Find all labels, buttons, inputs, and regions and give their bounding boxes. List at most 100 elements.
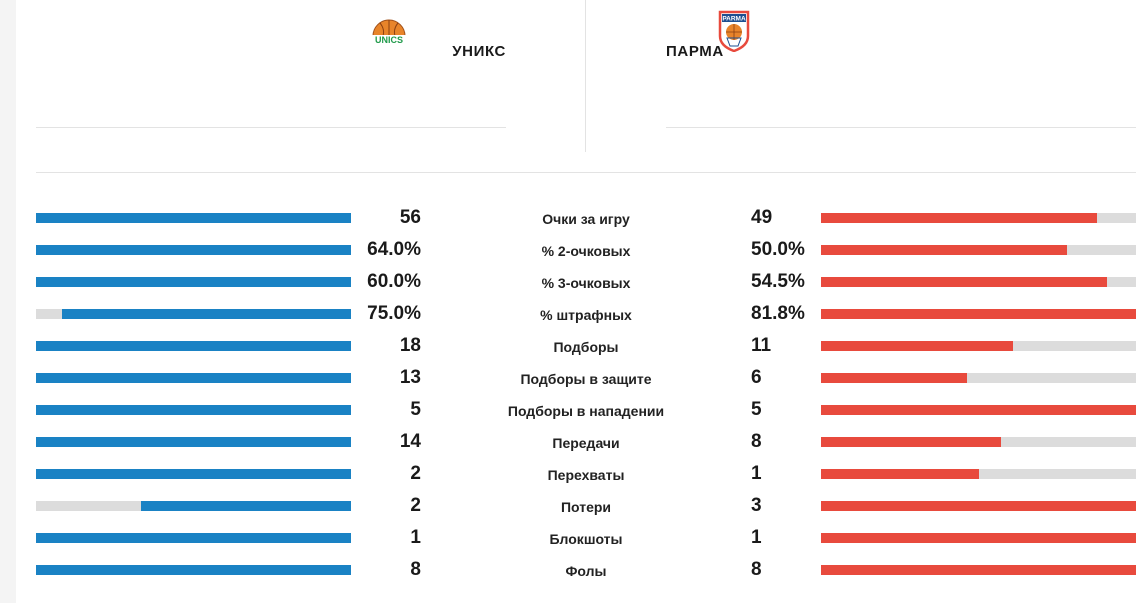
home-stat-bar-fill (36, 245, 351, 255)
home-stat-bar (36, 341, 351, 351)
away-stat-value: 8 (751, 559, 762, 580)
stat-label: % 3-очковых (541, 275, 631, 291)
home-stat-bar-fill (36, 437, 351, 447)
away-stat-bar-fill (821, 469, 979, 479)
home-stat-value: 1 (410, 527, 421, 548)
away-stat-bar-fill (821, 245, 1067, 255)
header-bottom-divider (36, 172, 1136, 173)
away-stat-bar (821, 469, 1136, 479)
team-away-header: ПАРМА (666, 0, 1136, 128)
stat-row: 75.0% % штрафных 81.8% (0, 298, 1144, 330)
away-stat-bar-fill (821, 533, 1136, 543)
away-stat-value: 8 (751, 431, 762, 452)
home-stat-bar-fill (36, 469, 351, 479)
home-stat-bar-fill (36, 277, 351, 287)
away-stat-bar (821, 277, 1136, 287)
page-gutter (0, 0, 16, 603)
home-stat-bar (36, 309, 351, 319)
away-stat-value: 3 (751, 495, 762, 516)
parma-logo-text: PARMA (722, 16, 746, 23)
stat-row: 14 Передачи 8 (0, 426, 1144, 458)
home-stat-bar-fill (36, 213, 351, 223)
stat-label: Очки за игру (542, 211, 630, 227)
home-stat-bar (36, 373, 351, 383)
away-stat-value: 1 (751, 463, 762, 484)
team-away-name[interactable]: ПАРМА (666, 43, 724, 60)
stat-row: 64.0% % 2-очковых 50.0% (0, 234, 1144, 266)
stat-row: 2 Перехваты 1 (0, 458, 1144, 490)
stats-comparison: 56 Очки за игру 49 64.0%% 2-очковых 50.0% 60.… (0, 202, 1144, 586)
stat-label: Передачи (552, 435, 620, 451)
home-stat-bar-fill (140, 501, 351, 511)
home-stat-bar (36, 245, 351, 255)
away-stat-bar-fill (821, 341, 1014, 351)
home-stat-bar-fill (36, 341, 351, 351)
home-stat-value: 18 (399, 335, 421, 356)
stat-row: 2 Потери 3 (0, 490, 1144, 522)
stat-label: % штрафных (540, 307, 632, 323)
away-stat-value: 6 (751, 367, 762, 388)
away-stat-bar-fill (821, 405, 1136, 415)
stat-row: 8 Фолы 8 (0, 554, 1144, 586)
away-stat-bar (821, 565, 1136, 575)
stat-label: Перехваты (547, 467, 625, 483)
home-stat-bar (36, 277, 351, 287)
stat-row: 13 Подборы в защите 6 (0, 362, 1144, 394)
home-stat-bar (36, 213, 351, 223)
home-stat-bar (36, 565, 351, 575)
home-stat-value: 2 (410, 495, 421, 516)
stat-label: Потери (560, 499, 612, 515)
stat-row: 1 Блокшоты 1 (0, 522, 1144, 554)
stat-label: % 2-очковых (541, 243, 631, 259)
home-stat-value: 75.0% (367, 303, 421, 324)
home-stat-value: 14 (399, 431, 421, 452)
away-stat-bar (821, 373, 1136, 383)
home-stat-bar-fill (62, 309, 351, 319)
home-stat-value: 5 (410, 399, 421, 420)
home-stat-bar (36, 533, 351, 543)
away-stat-value: 54.5% (751, 271, 805, 292)
home-stat-value: 8 (410, 559, 421, 580)
home-stat-value: 2 (410, 463, 421, 484)
stat-row: 60.0% % 3-очковых 54.5% (0, 266, 1144, 298)
home-stat-bar-fill (36, 373, 351, 383)
away-stat-bar (821, 501, 1136, 511)
away-stat-bar-fill (821, 373, 967, 383)
home-stat-value: 60.0% (367, 271, 421, 292)
away-stat-bar (821, 213, 1136, 223)
home-stat-bar-fill (36, 565, 351, 575)
home-stat-bar (36, 501, 351, 511)
home-stat-value: 13 (399, 367, 421, 388)
away-stat-bar (821, 533, 1136, 543)
team-home-header: UNICS УНИКС (36, 0, 506, 128)
away-stat-bar-fill (821, 277, 1108, 287)
away-stat-bar-fill (821, 213, 1097, 223)
match-header: UNICS УНИКС ПАРМА (36, 0, 1136, 173)
away-stat-value: 49 (751, 207, 773, 228)
away-stat-bar-fill (821, 565, 1136, 575)
away-stat-bar (821, 437, 1136, 447)
parma-logo-icon: PARMA (718, 10, 750, 52)
away-stat-value: 81.8% (751, 303, 805, 324)
team-home-name[interactable]: УНИКС (452, 43, 506, 60)
stat-row: 56 Очки за игру 49 (0, 202, 1144, 234)
home-stat-bar-fill (36, 533, 351, 543)
stat-label: Подборы в нападении (507, 403, 665, 419)
home-stat-bar-fill (36, 405, 351, 415)
away-stat-value: 50.0% (751, 239, 805, 260)
away-stat-bar (821, 245, 1136, 255)
away-stat-bar-fill (821, 501, 1136, 511)
home-stat-value: 64.0% (367, 239, 421, 260)
home-stat-bar (36, 469, 351, 479)
away-stat-bar-fill (821, 437, 1001, 447)
away-stat-value: 1 (751, 527, 762, 548)
away-stat-bar-fill (821, 309, 1136, 319)
away-stat-value: 11 (751, 335, 772, 356)
home-stat-value: 56 (399, 207, 421, 228)
stat-row: 18 Подборы 11 (0, 330, 1144, 362)
home-stat-bar (36, 437, 351, 447)
away-stat-bar (821, 341, 1136, 351)
unics-logo-icon: UNICS (371, 19, 407, 45)
away-stat-bar (821, 309, 1136, 319)
home-stat-bar (36, 405, 351, 415)
